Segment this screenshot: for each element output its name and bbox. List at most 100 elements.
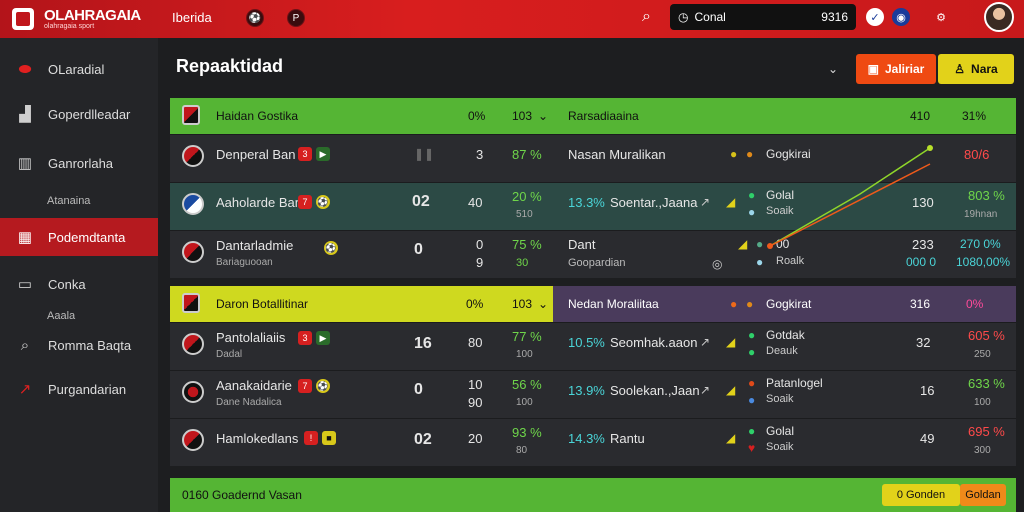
green-flag-icon: ▶ <box>316 330 330 345</box>
ball-icon: ⚽ <box>316 194 330 209</box>
table-row[interactable]: Aanakaidarie Dane Nadalica 7 ⚽ 0 10 90 56… <box>170 370 1016 418</box>
trend-line <box>767 145 933 249</box>
red-card-icon: 7 <box>298 194 312 209</box>
chevron-down-icon[interactable]: ⌄ <box>828 62 839 76</box>
header-col4[interactable]: 316 <box>910 297 931 311</box>
header-col4[interactable]: 31% <box>962 109 987 123</box>
team-sub: Dadal <box>216 349 243 360</box>
table-row[interactable]: Denperal Ban 3 ▶ ❚❚ 3 87 % Nasan Muralika… <box>170 134 1016 182</box>
calendar-icon: ▦ <box>17 229 33 246</box>
header-col2[interactable]: 103 <box>512 297 533 311</box>
chevron-down-icon[interactable]: ⌄ <box>538 109 549 123</box>
match-section-3: 0160 Goadernd Vasan 0 Gonden Goldan <box>170 478 1016 512</box>
avatar[interactable] <box>984 2 1014 32</box>
primary-button[interactable]: ▣ Jaliriar <box>856 54 936 84</box>
gear-icon[interactable]: ⚙ <box>936 11 946 24</box>
sidebar-item-podemdtanta[interactable]: ▦ Podemdtanta <box>0 218 158 256</box>
secondary-button[interactable]: ♙ Nara <box>938 54 1014 84</box>
brand[interactable]: OLAHRAGAIA olahragaia sport <box>44 8 141 30</box>
stadium-icon: ▟ <box>19 106 31 123</box>
stat: 20 <box>468 431 483 446</box>
logo-icon <box>12 8 34 30</box>
sidebar-item-goperdlleadar[interactable]: ▟ Goperdlleadar <box>0 95 158 133</box>
header-col3[interactable]: 410 <box>910 109 931 123</box>
p-icon[interactable]: P <box>287 9 305 27</box>
table-row[interactable]: Aaholarde Ban 7 ⚽ 02 40 20 % 510 13.3% So… <box>170 182 1016 230</box>
match-section-1: Haidan Gostika 0% 103 ⌄ Rarsadiaaina 410… <box>170 98 1016 278</box>
shield-icon[interactable]: ✓ <box>866 8 884 26</box>
search-input[interactable]: ◷ Conal 9316 <box>670 4 856 30</box>
arrow-icon: ↗ <box>700 195 711 209</box>
nav-link[interactable]: Iberida <box>172 10 212 25</box>
app-tagline: olahragaia sport <box>44 23 95 30</box>
stat-percent: 75 % <box>512 237 542 252</box>
sidebar-sub-atanaina[interactable]: Atanaina <box>47 195 91 207</box>
player-percent: 10.5% <box>568 335 605 350</box>
result-percent: 803 % <box>968 188 1005 203</box>
user-icon: ♙ <box>954 62 966 76</box>
goldan-button[interactable]: Goldan <box>960 484 1006 506</box>
chart-icon: ▥ <box>17 155 33 172</box>
table-row[interactable]: Hamlokedlans ! ■ 02 20 93 % 80 14.3% Rant… <box>170 418 1016 466</box>
team-name: Denperal Ban <box>216 147 296 162</box>
sidebar-item-purgandarian[interactable]: ↗ Purgandarian <box>0 370 158 408</box>
search-icon: ⌕ <box>20 336 30 354</box>
stat-percent: 87 % <box>512 147 542 162</box>
top-bar: OLAHRAGAIA olahragaia sport Iberida ⚽ P … <box>0 0 1024 38</box>
stat-sub: 90 <box>468 395 483 410</box>
stat-sub: 100 <box>516 349 533 360</box>
stat-sub: 80 <box>516 445 528 456</box>
chevron-down-icon[interactable]: ⌄ <box>538 297 549 311</box>
search-icon[interactable]: ⌕ <box>642 8 651 25</box>
sidebar-sub-aaala[interactable]: Aaala <box>47 310 76 322</box>
sidebar-item-ganrorlaha[interactable]: ▥ Ganrorlaha <box>0 144 158 182</box>
sidebar-item-label: Ganrorlaha <box>48 155 114 171</box>
gonden-button[interactable]: 0 Gonden <box>882 484 960 506</box>
coin-icon: ● <box>746 297 754 311</box>
dot-icon: ● <box>748 188 756 202</box>
table-row[interactable]: Dantarladmie Bariaguooan ⚽ 0 0 9 75 % 30… <box>170 230 1016 278</box>
header-col1[interactable]: 0% <box>466 297 484 311</box>
sidebar-item-conka[interactable]: ▭ Conka <box>0 265 158 303</box>
red-card-icon: ! <box>304 430 318 445</box>
dot-icon: ● <box>748 345 756 359</box>
section-header: Daron Botallitinar 0% 103 ⌄ Nedan Morali… <box>170 286 1016 322</box>
doc-icon: ▣ <box>867 62 879 76</box>
dot-icon: ● <box>748 424 756 438</box>
header-col2[interactable]: 103 <box>512 109 533 123</box>
ball-icon[interactable]: ⚽ <box>246 9 264 27</box>
team-name: Dantarladmie <box>216 238 294 253</box>
header-col1[interactable]: 0% <box>468 109 486 123</box>
player-percent: 14.3% <box>568 431 605 446</box>
notification-icon[interactable]: ◉ <box>892 8 910 26</box>
stat: 80 <box>468 335 483 350</box>
sidebar-item-olaradial[interactable]: ⬬ OLaradial <box>0 50 158 88</box>
clock-icon: ◷ <box>678 10 689 24</box>
table-row[interactable]: Pantolaliaiis Dadal 3 ▶ 16 80 77 % 100 10… <box>170 322 1016 370</box>
stat-sub: 510 <box>516 209 533 220</box>
header-col5[interactable]: 0% <box>966 297 984 311</box>
stat-sub: 9 <box>476 255 484 270</box>
result-percent: 633 % <box>968 376 1005 391</box>
coin-icon: ● <box>730 297 738 311</box>
stat: 0 <box>476 237 484 252</box>
arrow-icon: ↗ <box>18 381 32 398</box>
match-section-2: Daron Botallitinar 0% 103 ⌄ Nedan Morali… <box>170 286 1016 466</box>
club-name: Gotdak <box>766 328 805 342</box>
team-flag-icon <box>182 429 204 451</box>
app-title: OLAHRAGAIA <box>44 7 141 24</box>
stat-percent: 93 % <box>512 425 542 440</box>
stat: 10 <box>468 377 483 392</box>
search-score: 9316 <box>821 10 848 24</box>
page-title: Repaaktidad <box>176 56 284 76</box>
team-sub: Bariaguooan <box>216 257 273 268</box>
team-flag-icon <box>182 193 204 215</box>
value: 49 <box>920 431 935 446</box>
secondary-button-label: Nara <box>971 62 998 76</box>
value-sub: 000 0 <box>906 255 937 269</box>
red-card-icon: 3 <box>298 330 312 345</box>
boot-icon: ◢ <box>726 195 736 209</box>
club-name: Patanlogel <box>766 376 823 390</box>
search-value: Conal <box>694 10 726 24</box>
sidebar-item-romma-baqta[interactable]: ⌕ Romma Baqta <box>0 326 158 364</box>
